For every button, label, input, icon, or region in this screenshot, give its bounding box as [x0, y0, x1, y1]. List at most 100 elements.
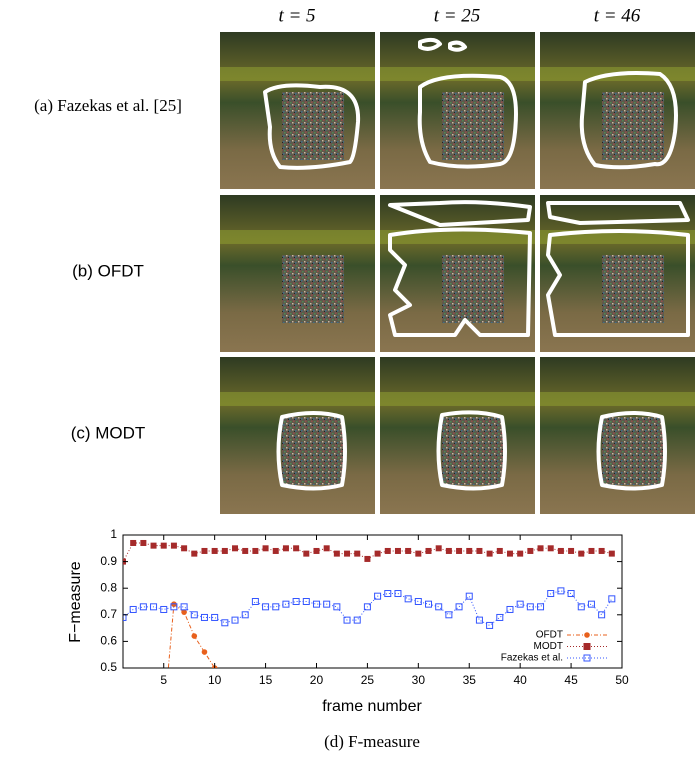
- marker: [558, 548, 564, 554]
- marker: [161, 606, 167, 612]
- image-grid: [220, 32, 695, 514]
- legend-marker: [584, 632, 590, 638]
- column-header: t = 46: [594, 5, 641, 26]
- marker: [242, 548, 248, 554]
- marker: [588, 601, 594, 607]
- marker: [558, 588, 564, 594]
- banner: [380, 392, 535, 406]
- banner: [380, 67, 535, 81]
- banner: [220, 67, 375, 81]
- marker: [354, 617, 360, 623]
- x-tick-label: 35: [463, 673, 477, 687]
- row-label: (b) OFDT: [72, 261, 144, 280]
- noise-patch: [282, 92, 344, 160]
- noise-patch: [282, 417, 344, 485]
- marker: [456, 548, 462, 554]
- marker: [395, 548, 401, 554]
- marker: [517, 551, 523, 557]
- marker: [334, 551, 340, 557]
- row-label: (a) Fazekas et al. [25]: [34, 96, 182, 115]
- series-line: [164, 604, 215, 721]
- marker: [405, 548, 411, 554]
- legend-label: MODT: [534, 641, 563, 652]
- image-cell: [380, 357, 535, 514]
- marker: [181, 545, 187, 551]
- marker: [568, 548, 574, 554]
- marker: [568, 591, 574, 597]
- marker: [354, 551, 360, 557]
- image-cell: [220, 357, 375, 514]
- marker: [181, 604, 187, 610]
- marker: [426, 548, 432, 554]
- marker: [140, 604, 146, 610]
- x-tick-label: 30: [412, 673, 426, 687]
- x-axis-label: frame number: [322, 698, 422, 715]
- x-tick-label: 5: [160, 673, 167, 687]
- x-tick-label: 50: [615, 673, 629, 687]
- x-tick-label: 45: [564, 673, 578, 687]
- marker: [212, 548, 218, 554]
- noise-patch: [282, 255, 344, 323]
- series-line: [123, 591, 612, 626]
- noise-patch: [442, 255, 504, 323]
- figure: t = 5 t = 25 t = 46 (a) Fazekas et al. […: [0, 0, 696, 757]
- marker: [140, 540, 146, 546]
- x-tick-label: 15: [259, 673, 273, 687]
- marker: [609, 596, 615, 602]
- image-cell: [540, 357, 695, 514]
- marker: [313, 548, 319, 554]
- legend-marker: [584, 644, 590, 650]
- image-cell: [380, 32, 535, 189]
- marker: [364, 556, 370, 562]
- banner: [220, 230, 375, 244]
- marker: [538, 545, 544, 551]
- marker: [252, 548, 258, 554]
- image-cell: [540, 195, 695, 352]
- y-tick-label: 0.9: [100, 554, 117, 568]
- marker: [293, 599, 299, 605]
- marker: [151, 543, 157, 549]
- column-header: t = 5: [278, 5, 315, 26]
- marker: [578, 604, 584, 610]
- column-header: t = 25: [434, 5, 481, 26]
- marker: [202, 649, 208, 655]
- marker: [263, 545, 269, 551]
- marker: [283, 545, 289, 551]
- marker: [191, 612, 197, 618]
- marker: [344, 551, 350, 557]
- marker: [273, 548, 279, 554]
- marker: [293, 545, 299, 551]
- marker: [446, 548, 452, 554]
- row-label: (c) MODT: [71, 423, 146, 442]
- marker: [609, 551, 615, 557]
- marker: [334, 604, 340, 610]
- marker: [476, 548, 482, 554]
- image-cell: [380, 195, 535, 352]
- marker: [487, 551, 493, 557]
- marker: [517, 601, 523, 607]
- banner: [540, 392, 695, 406]
- y-tick-label: 0.5: [100, 660, 117, 674]
- marker: [497, 548, 503, 554]
- noise-patch: [602, 417, 664, 485]
- marker: [222, 548, 228, 554]
- marker: [466, 593, 472, 599]
- y-tick-label: 0.8: [100, 580, 117, 594]
- marker: [436, 604, 442, 610]
- marker: [487, 622, 493, 628]
- marker: [588, 548, 594, 554]
- marker: [222, 620, 228, 626]
- marker: [191, 633, 197, 639]
- y-tick-label: 0.7: [100, 607, 117, 621]
- marker: [385, 548, 391, 554]
- x-tick-label: 10: [208, 673, 222, 687]
- image-cell: [540, 32, 695, 189]
- noise-patch: [442, 92, 504, 160]
- image-cell: [220, 195, 375, 352]
- marker: [303, 551, 309, 557]
- marker: [415, 551, 421, 557]
- marker: [191, 551, 197, 557]
- legend-label: OFDT: [536, 630, 563, 641]
- marker: [415, 599, 421, 605]
- marker: [527, 548, 533, 554]
